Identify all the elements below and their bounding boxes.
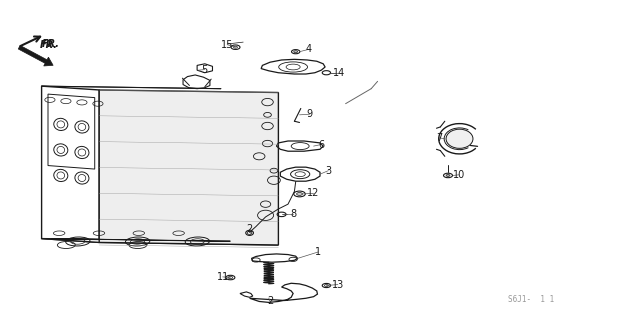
Ellipse shape bbox=[446, 129, 473, 148]
Text: S6J1-  1 1: S6J1- 1 1 bbox=[508, 295, 554, 304]
Text: 6: 6 bbox=[318, 139, 324, 150]
Text: FR.: FR. bbox=[42, 39, 60, 49]
Text: 13: 13 bbox=[332, 279, 344, 290]
Text: 15: 15 bbox=[221, 40, 234, 50]
Text: 9: 9 bbox=[307, 109, 313, 119]
Text: 14: 14 bbox=[333, 68, 346, 78]
Text: 2: 2 bbox=[267, 296, 273, 307]
Text: 4: 4 bbox=[305, 44, 312, 55]
Text: 8: 8 bbox=[290, 209, 296, 219]
Ellipse shape bbox=[446, 174, 450, 176]
Text: 12: 12 bbox=[307, 188, 320, 198]
Ellipse shape bbox=[297, 192, 303, 195]
FancyArrow shape bbox=[19, 45, 53, 66]
Text: 2: 2 bbox=[246, 224, 253, 234]
Text: 10: 10 bbox=[452, 170, 465, 180]
Polygon shape bbox=[42, 239, 278, 245]
Text: FR.: FR. bbox=[40, 40, 58, 50]
Text: 7: 7 bbox=[436, 133, 442, 143]
Polygon shape bbox=[99, 90, 278, 245]
Text: 1: 1 bbox=[315, 247, 321, 257]
Ellipse shape bbox=[294, 51, 298, 53]
Text: 5: 5 bbox=[202, 64, 208, 75]
Text: 11: 11 bbox=[216, 272, 229, 282]
Text: 3: 3 bbox=[325, 166, 332, 176]
